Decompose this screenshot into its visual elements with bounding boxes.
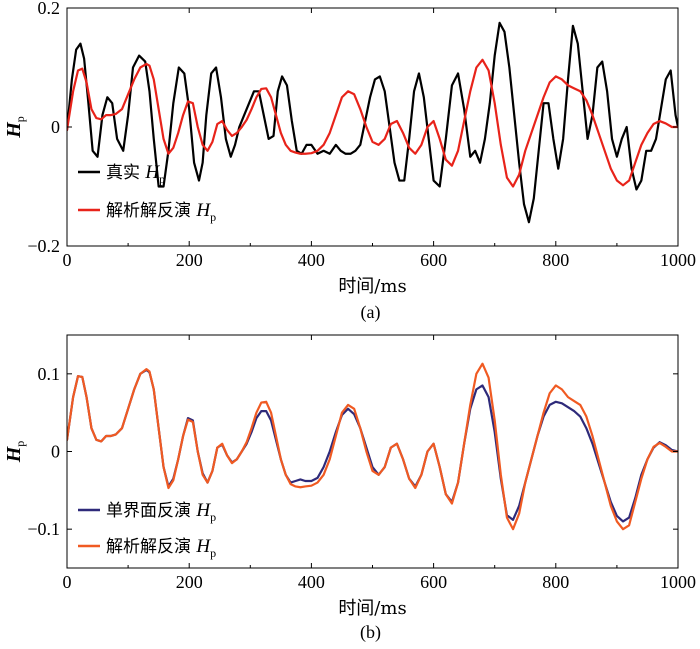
plot-area (67, 362, 678, 531)
x-axis-label: 时间/ms (338, 276, 406, 297)
chart-caption: (b) (360, 622, 381, 643)
y-tick-label: 0 (51, 442, 60, 462)
x-tick-label: 800 (542, 250, 569, 270)
legend-label: 解析解反演 Hp (106, 200, 216, 224)
x-tick-label: 0 (63, 572, 72, 592)
legend-label: 真实 Hp (106, 162, 165, 186)
series-line-2 (67, 362, 678, 531)
x-tick-label: 400 (298, 250, 325, 270)
legend-label: 解析解反演 Hp (106, 536, 216, 560)
y-tick-label: 0 (51, 117, 60, 137)
chart-b: 0 200 400 600 800 1000 −0.1 0 0.1 时间/ms Hp (b) 单界面反演… (3, 334, 696, 643)
x-tick-label: 200 (176, 250, 203, 270)
y-axis-label: Hp (3, 441, 27, 464)
y-axis-label-sub: p (13, 116, 27, 122)
x-tick-label: 200 (176, 572, 203, 592)
x-tick-label: 600 (420, 250, 447, 270)
y-tick-label: −0.1 (27, 519, 60, 539)
y-axis-label: Hp (3, 116, 27, 139)
plot-area (67, 21, 678, 224)
y-axis-label-sub: p (13, 441, 27, 447)
axes-frame (66, 334, 679, 569)
y-tick-label: −0.2 (27, 236, 60, 256)
x-tick-label: 400 (298, 572, 325, 592)
series-line-1 (67, 21, 678, 224)
x-tick-label: 600 (420, 572, 447, 592)
y-tick-label: 0.2 (38, 0, 61, 18)
x-tick-label: 1000 (660, 572, 696, 592)
legend-label: 单界面反演 Hp (106, 500, 216, 524)
series-line-2 (67, 58, 678, 188)
series-line-1 (67, 368, 678, 523)
y-tick-label: 0.1 (38, 364, 61, 384)
x-tick-label: 0 (63, 250, 72, 270)
x-tick-label: 800 (542, 572, 569, 592)
x-tick-label: 1000 (660, 250, 696, 270)
x-axis-label: 时间/ms (338, 598, 406, 619)
chart-caption: (a) (361, 302, 381, 323)
